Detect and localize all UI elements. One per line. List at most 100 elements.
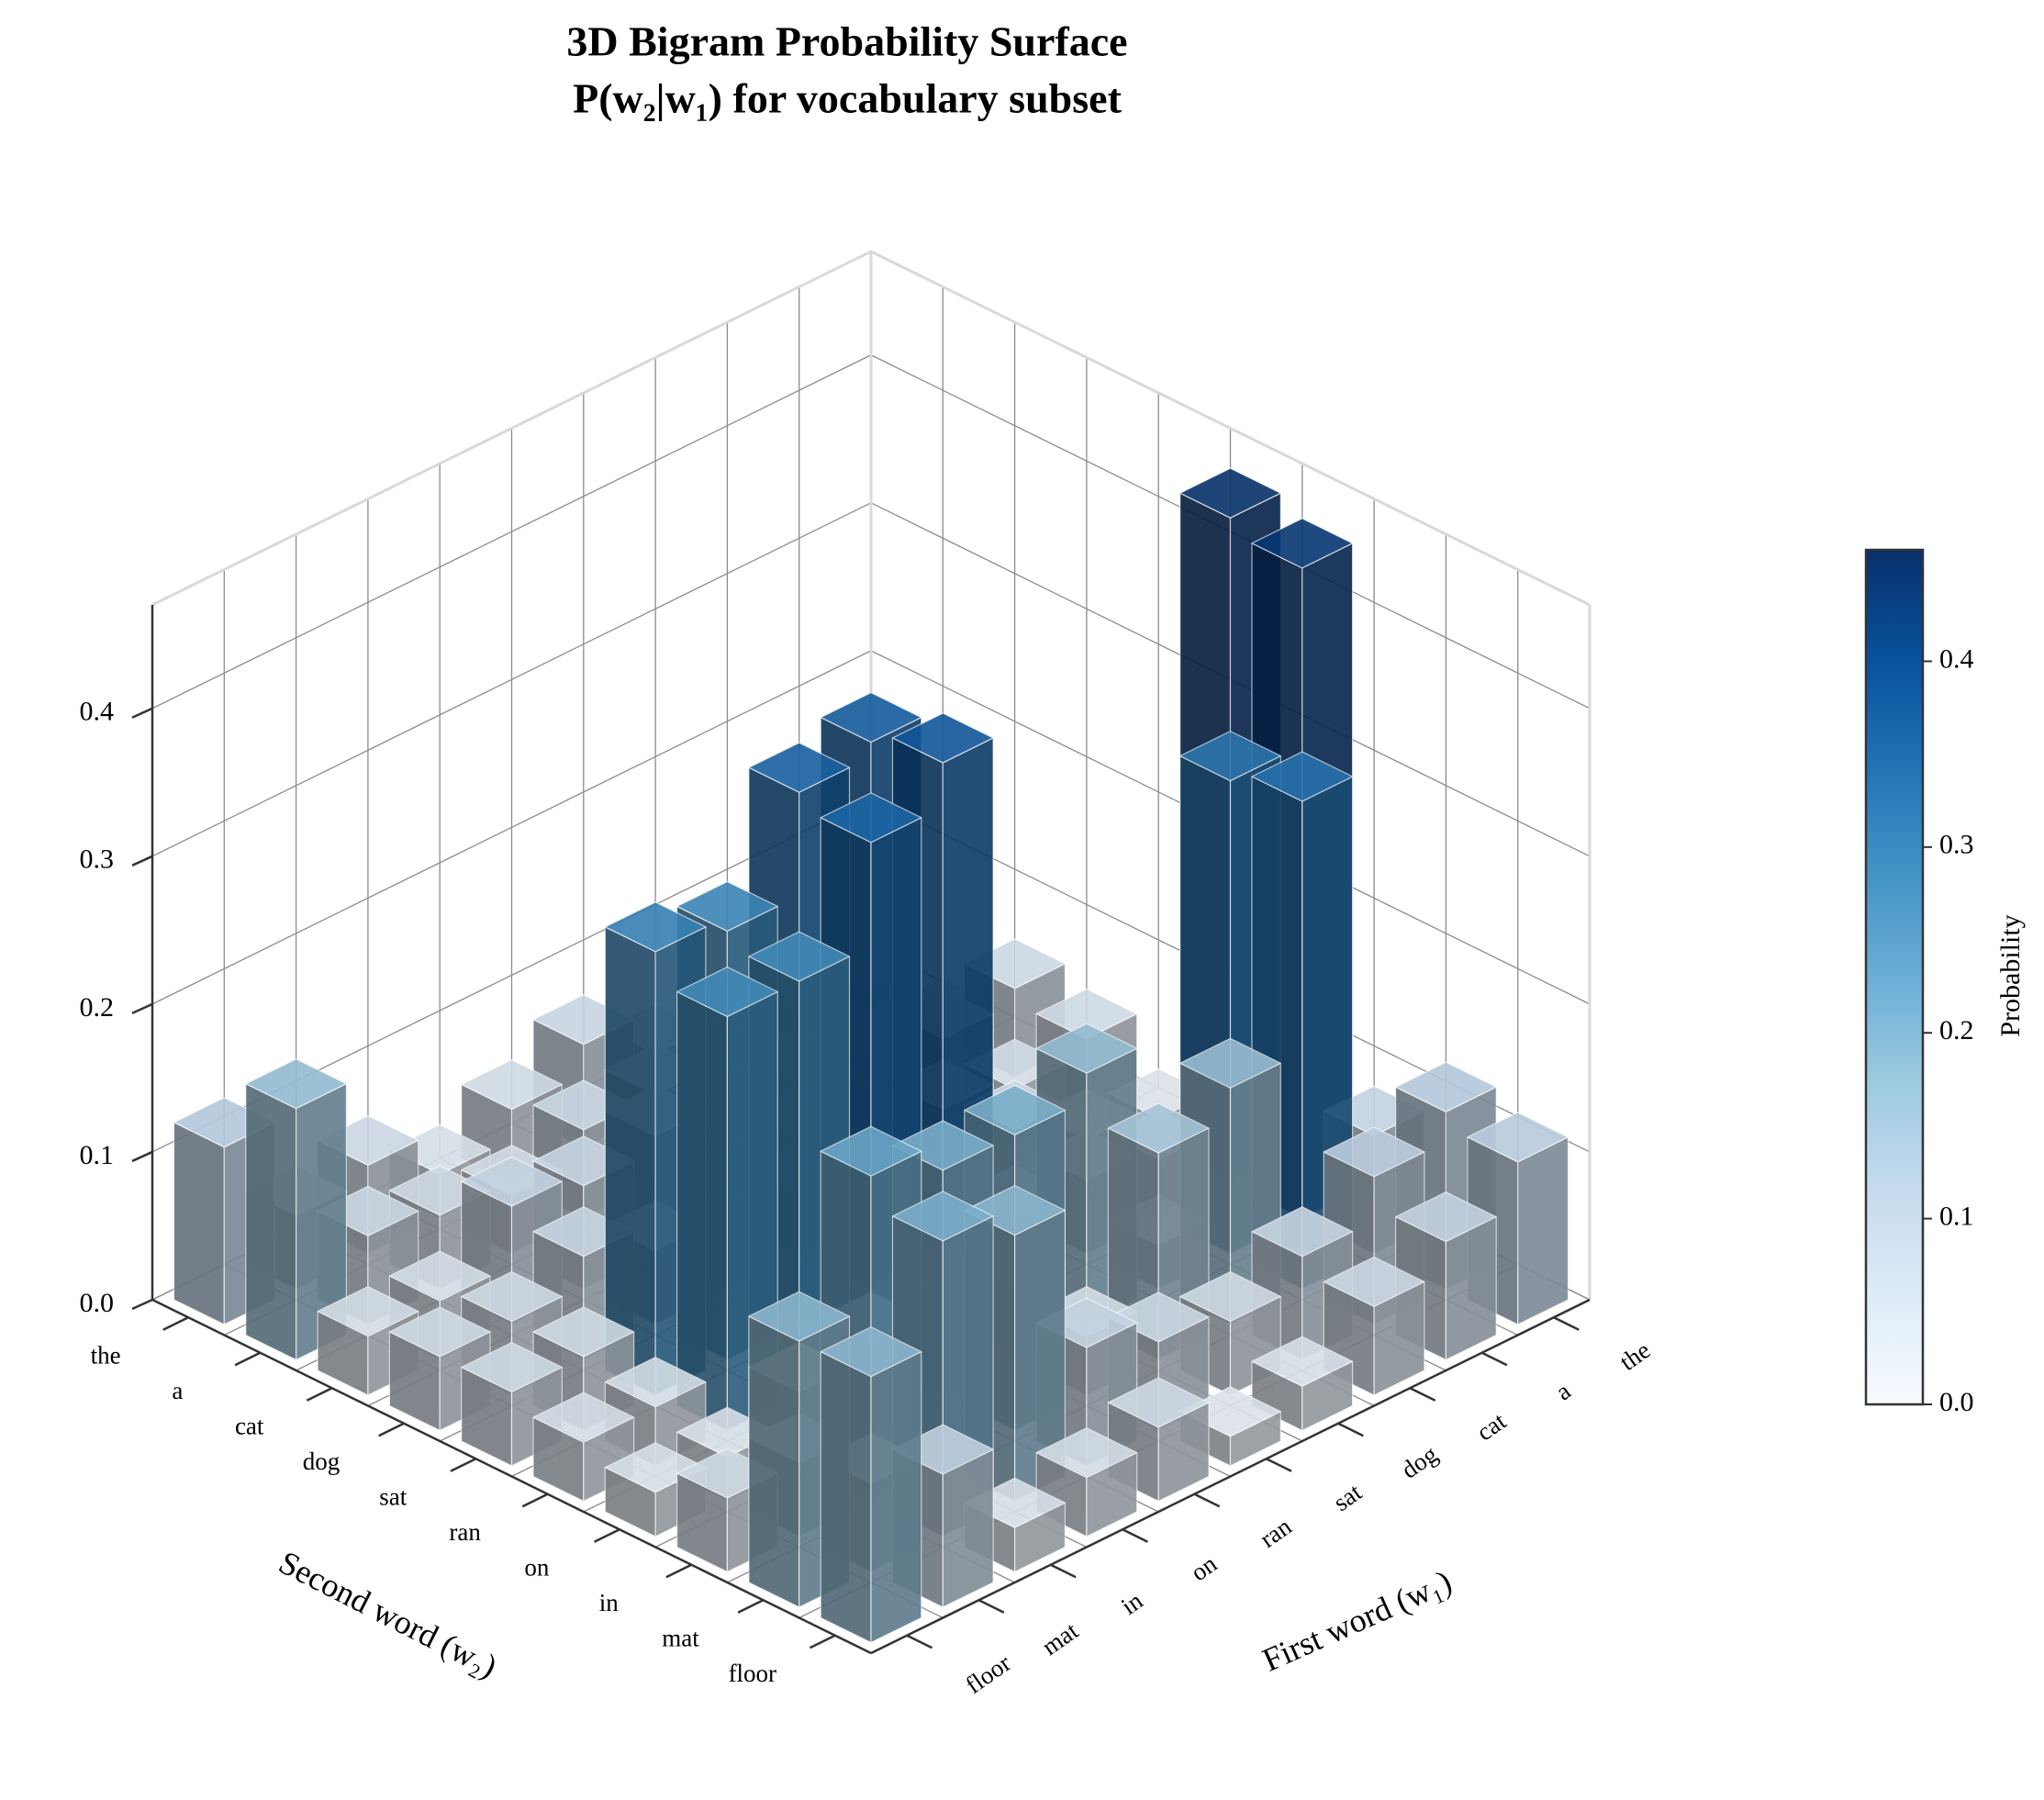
bar-top (964, 1185, 1067, 1236)
bar-top (604, 1357, 707, 1408)
x-axis (870, 1298, 1591, 1655)
bar-top (604, 1442, 707, 1493)
chart-subtitle: P(w₂|w₁) for vocabulary subset (573, 75, 1122, 122)
bar-face (748, 1315, 800, 1608)
bar-top (1323, 1126, 1425, 1178)
colorbar-tick-label: 0.2 (1939, 1015, 1974, 1045)
y-tick-label: in (599, 1589, 620, 1616)
z-tick (131, 707, 153, 719)
bar-top (388, 1306, 491, 1358)
bar (1394, 1191, 1497, 1361)
bar-top (1179, 1037, 1281, 1089)
y-axis (151, 1298, 872, 1655)
y-tick (162, 1316, 189, 1331)
bar-top (461, 1341, 563, 1393)
y-tick-label: dog (303, 1448, 341, 1475)
bar-top (461, 1270, 563, 1323)
x-tick (1050, 1563, 1077, 1579)
y-tick (593, 1528, 620, 1543)
y-tick (378, 1422, 405, 1437)
colorbar-tick-label: 0.0 (1939, 1387, 1974, 1417)
bar-top (676, 880, 778, 932)
bar-face (173, 1122, 225, 1325)
chart-title: 3D Bigram Probability Surface (566, 18, 1127, 65)
z-tick-label: 0.2 (80, 992, 115, 1023)
bar-top (1251, 1206, 1354, 1258)
bar-top (1107, 1102, 1210, 1154)
bar-top (820, 692, 922, 743)
bar-top (1107, 1377, 1210, 1428)
bar-top (820, 1326, 922, 1378)
bar-top (1179, 1270, 1281, 1323)
bar-top (1394, 1191, 1497, 1243)
bar-top (820, 792, 922, 844)
bar-top (1035, 1427, 1138, 1479)
bar (1251, 1336, 1354, 1432)
y-tick (234, 1351, 262, 1367)
bar-top (748, 742, 851, 793)
bar-top (1323, 1256, 1425, 1307)
x-tick-label: floor (960, 1649, 1015, 1699)
y-tick-label: ran (449, 1518, 481, 1546)
bar-top (1251, 518, 1354, 569)
z-tick-label: 0.0 (80, 1288, 115, 1318)
bar-top (604, 901, 707, 953)
bar-top (964, 1084, 1067, 1135)
colorbar (1864, 548, 1925, 1406)
x-tick (1122, 1528, 1149, 1543)
x-tick-label: a (1550, 1377, 1575, 1405)
x-tick (1480, 1351, 1508, 1367)
bar-face (245, 1083, 297, 1361)
bar-face (1517, 1136, 1569, 1325)
y-tick (665, 1563, 692, 1579)
x-axis-label: First word (w₁) (1257, 1562, 1458, 1678)
x-tick-label: mat (1037, 1616, 1084, 1660)
y-tick-label: the (91, 1342, 121, 1370)
bar-top (820, 1125, 922, 1177)
x-tick-label: on (1186, 1549, 1223, 1586)
bar-top (676, 966, 778, 1018)
x-tick-label: in (1116, 1586, 1148, 1620)
bar (388, 1306, 491, 1432)
x-tick (1553, 1316, 1580, 1331)
x-tick-label: dog (1396, 1440, 1442, 1484)
bar-top (891, 1191, 994, 1242)
bar-top (532, 1306, 635, 1358)
x-tick-label: sat (1328, 1478, 1367, 1516)
colorbar-tick-label: 0.3 (1939, 830, 1974, 860)
z-tick-label: 0.1 (80, 1140, 115, 1170)
x-tick (1193, 1493, 1221, 1508)
bar (676, 966, 778, 1432)
bar (245, 1058, 348, 1361)
bar-top (891, 712, 994, 764)
z-tick-label: 0.4 (80, 697, 115, 727)
colorbar-tick-label: 0.1 (1939, 1201, 1974, 1231)
bar-top (461, 1058, 563, 1111)
z-tick-label: 0.3 (80, 844, 115, 875)
x-tick (906, 1634, 933, 1649)
bar-top (1251, 1336, 1354, 1387)
y-tick-label: floor (729, 1660, 776, 1687)
bar-face (820, 1350, 872, 1644)
bar-top (532, 1392, 635, 1443)
bar-top (388, 1250, 491, 1302)
bar-face (870, 1350, 922, 1644)
x-tick-label: cat (1471, 1407, 1511, 1447)
bar-face (676, 990, 729, 1432)
z-tick (131, 1002, 153, 1015)
x-tick (1409, 1387, 1436, 1402)
y-tick (521, 1493, 549, 1508)
y-tick (737, 1599, 765, 1614)
colorbar-tick-label: 0.4 (1939, 643, 1974, 674)
bar-top (1251, 751, 1354, 802)
x-tick-label: the (1614, 1336, 1655, 1376)
z-tick (131, 1298, 153, 1311)
bar-top (891, 1120, 994, 1171)
bar-top (1179, 467, 1281, 519)
y-tick (306, 1387, 333, 1402)
y-tick-label: cat (235, 1413, 264, 1440)
colorbar-label: Probability (1995, 914, 2026, 1036)
x-tick (1337, 1422, 1364, 1437)
y-tick (809, 1634, 836, 1649)
